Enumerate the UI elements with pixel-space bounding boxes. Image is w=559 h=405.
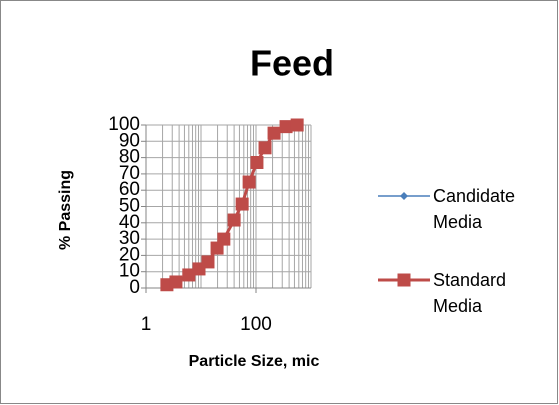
- y-tick-label: 30: [119, 228, 140, 249]
- x-tick-label: 100: [240, 314, 272, 335]
- data-point: [290, 118, 304, 132]
- x-tick-label: 1: [141, 314, 152, 335]
- y-tick-label: 80: [119, 147, 140, 168]
- data-point: [242, 175, 256, 189]
- data-point: [217, 232, 231, 246]
- data-point: [258, 141, 272, 155]
- legend-marker: [397, 273, 411, 287]
- data-point: [169, 275, 183, 289]
- data-point: [250, 155, 264, 169]
- data-point: [235, 197, 249, 211]
- data-point: [201, 255, 215, 269]
- y-tick-label: 90: [119, 130, 140, 151]
- legend-label: Candidate Media: [433, 186, 516, 232]
- y-tick-label: 40: [119, 212, 140, 233]
- data-point: [182, 268, 196, 282]
- y-axis-title: % Passing: [57, 170, 74, 250]
- y-tick-label: 70: [119, 163, 140, 184]
- y-tick-label: 50: [119, 196, 140, 217]
- y-tick-label: 100: [108, 114, 140, 135]
- y-tick-label: 20: [119, 244, 140, 265]
- legend-marker: [400, 192, 408, 200]
- data-point: [279, 120, 293, 134]
- y-tick-label: 10: [119, 261, 140, 282]
- y-tick-label: 60: [119, 179, 140, 200]
- chart-title: Feed: [250, 43, 334, 84]
- data-point: [267, 126, 281, 140]
- legend-label: Standard Media: [433, 270, 507, 316]
- data-point: [227, 213, 241, 227]
- y-tick-label: 0: [129, 277, 140, 298]
- x-axis-title: Particle Size, mic: [189, 353, 320, 370]
